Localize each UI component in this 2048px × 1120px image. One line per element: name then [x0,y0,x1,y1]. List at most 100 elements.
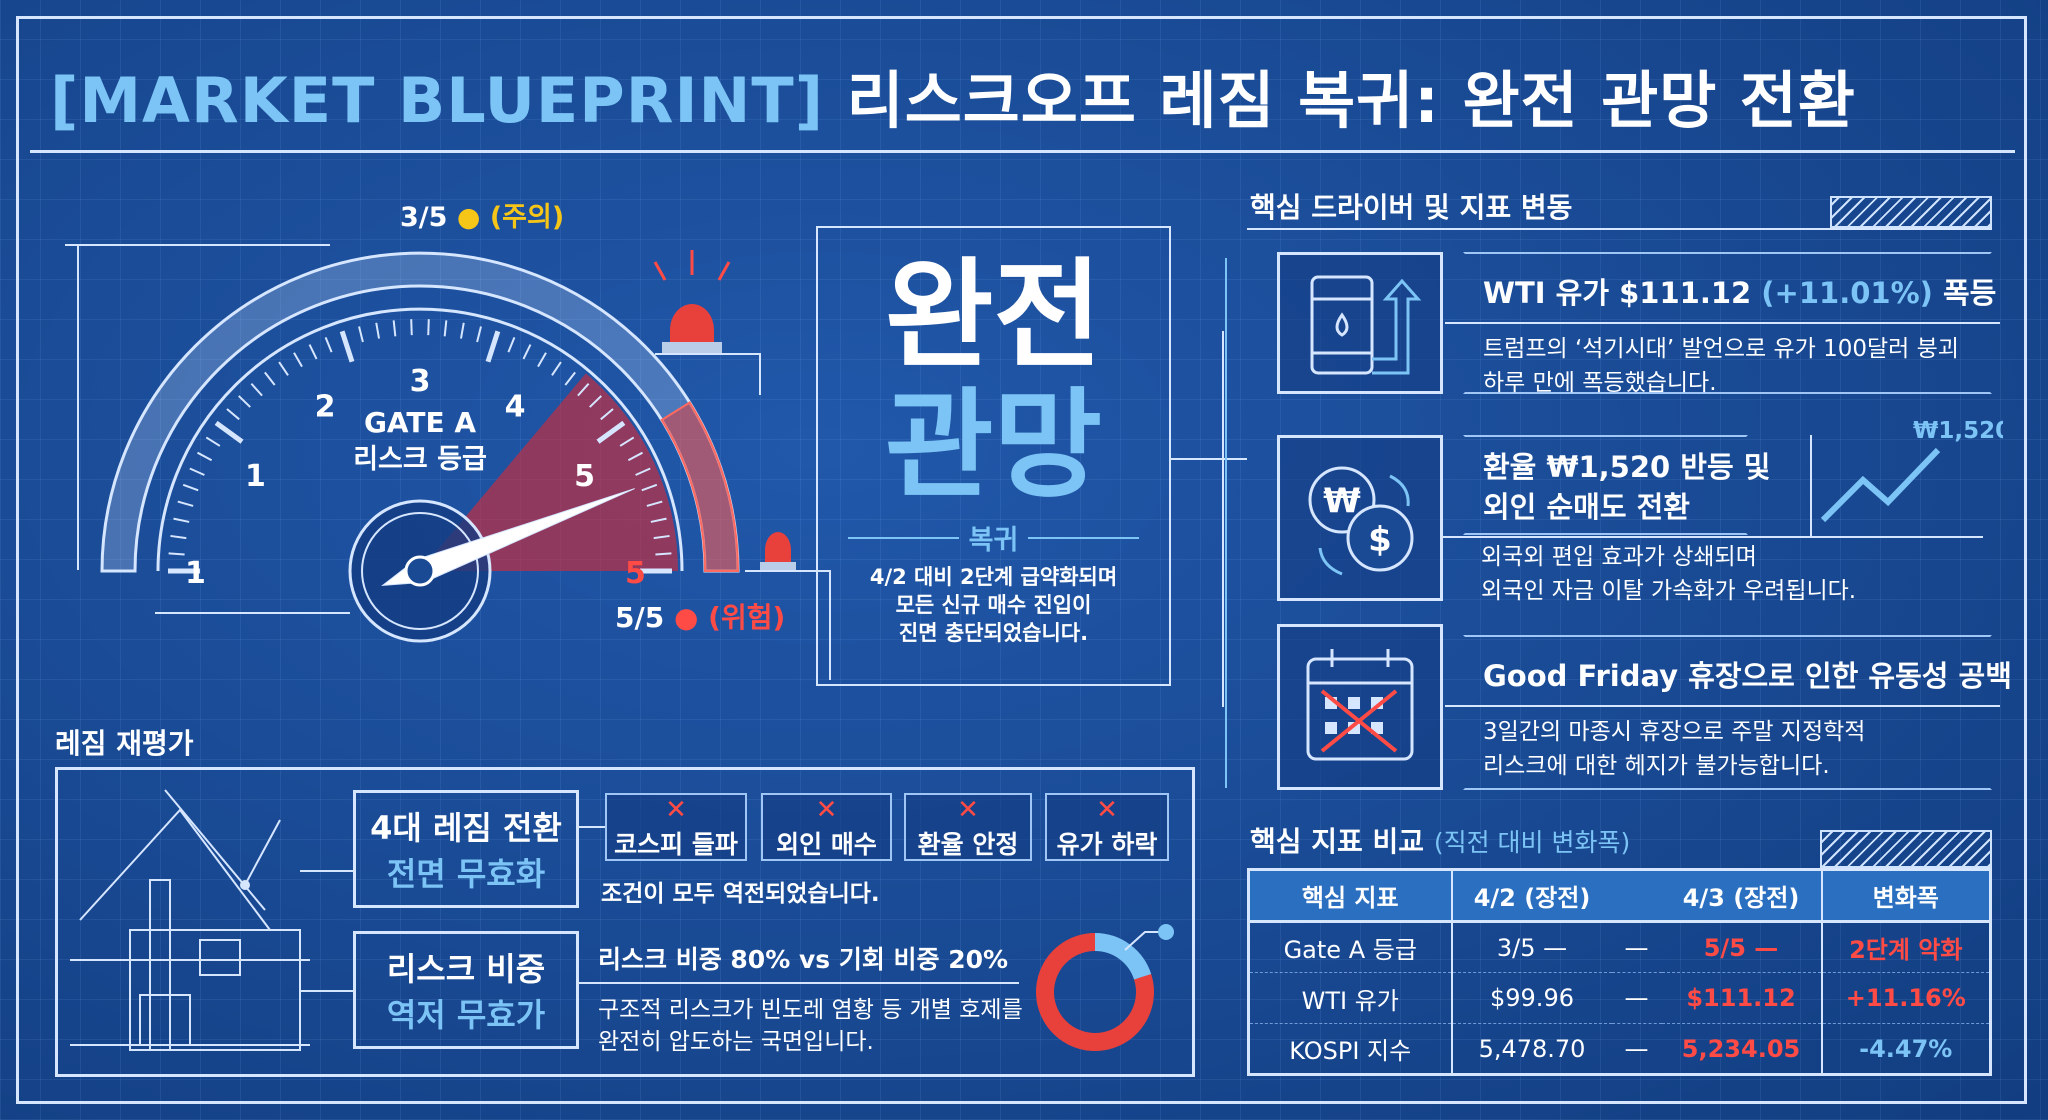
gauge-label-title: GATE A [364,406,476,439]
metric-cell: KOSPI 지수 [1248,1023,1453,1075]
prev-value-cell: 3/5 — [1496,933,1568,962]
gauge-max-label: 5 [625,556,646,591]
gauge-tick [410,319,413,336]
gauge-tick [646,500,663,507]
gauge-scale-label: 5 [574,459,595,494]
gauge-tick [177,500,194,507]
previous-grade: 3/5 ● (주의) [400,202,565,233]
gauge-tick [459,322,465,339]
gauge-tick [551,361,562,376]
gauge-tick [635,467,651,476]
arrow-line [579,982,1019,984]
driver-item: WTI 유가 $111.12 (+11.01%) 폭등 트럼프의 ‘석기시대’ … [1445,252,2000,396]
current-grade: 5/5 ● (위험) [615,601,786,634]
driver-icon-box [1277,252,1443,394]
gauge-scale-label: 3 [410,364,431,399]
gauge-tick [168,552,185,556]
gauge-tick [619,436,635,447]
gauge-tick [537,352,547,368]
gauge-scale-label: 4 [505,389,526,424]
gauge-tick [170,534,187,540]
gauge-tick [293,352,303,368]
cross-icon: ✕ [957,795,979,825]
connector-line [579,826,605,828]
gauge-tick [577,383,590,397]
driver-icon-box [1277,624,1443,790]
regime-header: 레짐 재평가 [55,727,194,760]
driver-description: 외국외 편입 효과가 상쇄되며 외국인 자금 이탈 가속화가 우려됩니다. [1481,544,1857,604]
connector-spine [1222,331,1224,707]
gauge-tick [197,451,213,462]
donut-opportunity-segment [1036,933,1154,1051]
risk-donut-chart [1036,924,1174,1051]
yellow-dot-icon: ● [456,202,481,233]
gauge-tick [205,436,221,447]
hatch-decoration [1830,196,1992,228]
driver-description: 트럼프의 ‘석기시대’ 발언으로 유가 100달러 붕괴 하루 만에 폭등했습니다… [1483,336,1959,396]
gauge-tick [375,322,381,339]
drivers-header: 핵심 드라이버 및 지표 변동 [1250,191,1573,224]
condition-chip: ✕ 코스피 들파 [605,793,747,861]
red-dot-icon: ● [673,601,699,634]
gauge-tick [600,408,614,421]
connector-line [1171,458,1247,460]
house-blueprint-icon [70,789,310,1051]
drivers-header-rule [1247,228,1992,230]
curr-value-cell: $111.12 [1661,972,1822,1024]
risk-gauge: 1 2 3 4 5 1 5 GATE A 리스크 등급 [65,244,831,680]
gauge-scale-label: 2 [315,389,336,424]
cross-icon: ✕ [665,795,687,825]
prev-value-cell: 5,478.70 [1451,1023,1612,1075]
verdict-tag: 복귀 [848,518,1139,557]
regime-description: 구조적 리스크가 빈도레 염황 등 개별 호제를 완전히 압도하는 국면입니다. [598,997,1023,1055]
change-cell: +11.16% [1820,972,1991,1024]
driver-item: 환율 ₩1,520 반등 및 외인 순매도 전환 [1463,435,1771,535]
verdict-box: 완전 관망 복귀 4/2 대비 2단계 급약화되며 모든 신규 매수 진입이 진… [816,226,1171,686]
condition-chip: ✕ 외인 매수 [761,793,892,861]
gauge-tick [653,534,670,540]
siren-icon [653,250,761,395]
gauge-tick [485,330,501,363]
gauge-tick [564,371,576,386]
svg-text:$: $ [1368,520,1392,560]
gauge-tick [264,371,276,386]
gauge-tick [182,483,199,492]
driver-icon-box: ₩ $ [1277,435,1443,601]
title-divider [30,150,2015,153]
gauge-tick [324,336,333,353]
risk-weight-box: 리스크 비중 역저 무효가 [353,931,579,1049]
gauge-tick [238,395,251,408]
gauge-tick [443,320,448,337]
prev-value-cell: $99.96 [1451,972,1612,1024]
gauge-tick [392,320,397,337]
condition-chip: ✕ 유가 하락 [1045,793,1169,861]
gauge-tick [189,467,205,476]
table-header-row: 핵심 지표 4/2 (장전) 4/3 (장전) 변화폭 [1248,869,1991,923]
arrow-line [1445,705,2000,707]
arrow-line [1445,322,2000,324]
regime-note: 조건이 모두 역전되었습니다. [601,881,880,907]
verdict-line1: 완전 [884,246,1103,384]
gauge-tick [507,336,516,353]
gauge-tick [250,383,263,397]
verdict-description: 4/2 대비 2단계 급약화되며 모든 신규 매수 진입이 진면 충단되었습니다… [869,565,1118,645]
gauge-scale-label: 1 [245,459,266,494]
driver-title: WTI 유가 $111.12 (+11.01%) 폭등 [1483,276,1997,310]
calendar-cancelled-icon [1306,649,1414,761]
connector-line [300,870,353,872]
gauge-tick [522,344,532,360]
table-row: Gate A 등급 3/5 — — 5/5 — 2단계 악화 [1248,921,1991,973]
gauge-tick [278,361,289,376]
gauge-tick [627,451,643,462]
condition-chip: ✕ 환율 안정 [904,793,1032,861]
cross-icon: ✕ [815,795,838,825]
gauge-min-label: 1 [185,556,206,591]
gauge-tick [589,395,602,408]
regime-panel [55,767,1195,1077]
driver-title: 환율 ₩1,520 반등 및 외인 순매도 전환 [1483,450,1771,524]
metric-cell: Gate A 등급 [1248,921,1453,973]
curr-value-cell: 5/5 — [1703,933,1779,962]
outer-frame [16,16,2027,1104]
gauge-tick [226,408,240,421]
driver-description: 3일간의 마종시 휴장으로 주말 지정학적 리스크에 대한 헤지가 불가능합니다. [1483,719,1866,779]
